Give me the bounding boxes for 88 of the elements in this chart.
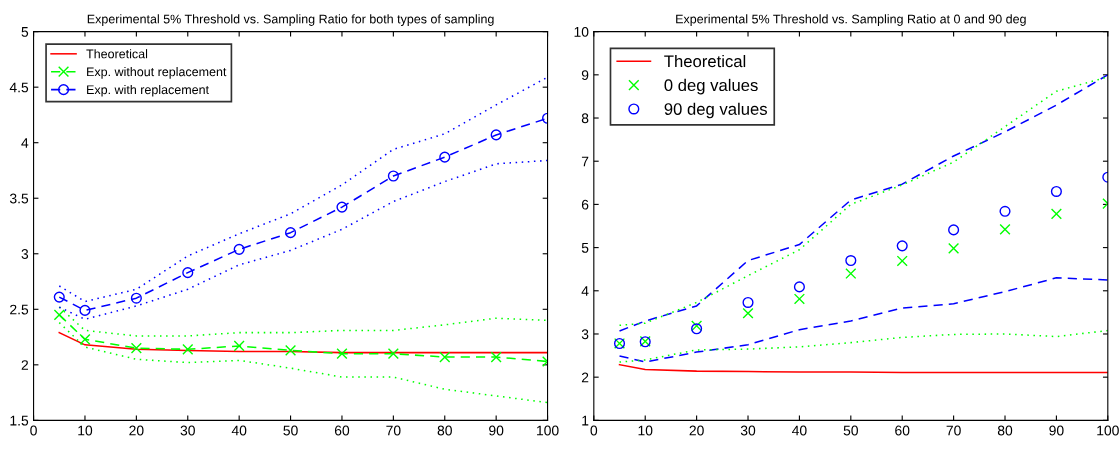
x-tick-label: 100 <box>537 425 559 436</box>
y-tick-label: 7 <box>581 156 589 167</box>
point <box>79 333 91 345</box>
point <box>53 291 65 303</box>
x-tick-label: 40 <box>231 425 247 436</box>
x-tick-label: 10 <box>78 425 93 436</box>
x-tick-label: 10 <box>638 425 653 436</box>
point <box>845 254 857 267</box>
y-tick-label: 9 <box>581 70 589 80</box>
point <box>845 267 857 280</box>
x-tick-label: 0 <box>30 425 37 436</box>
point <box>79 304 91 316</box>
line-series <box>58 331 548 354</box>
line-series <box>618 329 1108 363</box>
y-tick-label: 3 <box>21 249 29 259</box>
point <box>285 344 297 356</box>
point <box>793 281 805 293</box>
x-tick-label: 90 <box>1049 425 1064 436</box>
legend-label: Theoretical <box>86 49 148 59</box>
y-tick-label: 6 <box>581 199 589 210</box>
legend-label: Exp. with replacement <box>87 84 209 97</box>
line-series <box>58 159 548 321</box>
point <box>182 267 194 279</box>
chart-title: Experimental 5% Threshold vs. Sampling Ratio for both types of sampling <box>87 14 494 26</box>
legend-label: 90 deg values <box>664 102 767 119</box>
x-tick-label: 90 <box>489 425 504 436</box>
y-tick-label: 4 <box>21 138 29 148</box>
x-tick-label: 100 <box>1097 425 1119 436</box>
line-series <box>618 277 1108 363</box>
point <box>1050 185 1062 198</box>
y-tick-label: 4 <box>581 286 589 296</box>
x-tick-label: 20 <box>129 425 144 436</box>
y-tick-label: 3 <box>581 329 589 340</box>
legend-label: Theoretical <box>664 54 746 68</box>
line-series <box>618 363 1108 374</box>
point <box>896 255 908 267</box>
point <box>130 292 142 304</box>
point <box>336 348 348 360</box>
x-tick-label: 40 <box>792 425 807 436</box>
x-tick-label: 30 <box>740 425 756 436</box>
y-tick-label: 2.5 <box>10 304 29 315</box>
y-tick-label: 1 <box>582 415 589 426</box>
x-tick-label: 80 <box>997 425 1013 436</box>
x-tick-label: 60 <box>334 425 350 436</box>
point <box>233 243 245 255</box>
point <box>896 240 908 252</box>
legend-label: Exp. without replacement <box>87 67 227 79</box>
point <box>233 340 245 352</box>
point <box>182 343 194 355</box>
point <box>130 342 142 354</box>
x-tick-label: 80 <box>437 425 452 436</box>
x-tick-label: 50 <box>283 425 298 436</box>
y-tick-label: 8 <box>581 113 589 124</box>
point <box>999 223 1011 236</box>
line-series <box>58 321 548 404</box>
point <box>439 151 451 163</box>
y-tick-label: 5 <box>21 27 29 37</box>
y-tick-label: 1.5 <box>10 415 29 426</box>
x-tick-label: 70 <box>946 425 961 436</box>
point <box>948 224 960 236</box>
y-tick-label: 5 <box>581 243 589 253</box>
y-tick-label: 10 <box>574 26 589 37</box>
point <box>999 205 1011 217</box>
point <box>439 351 451 363</box>
point <box>948 242 960 255</box>
x-tick-label: 20 <box>689 425 704 436</box>
point <box>387 170 399 182</box>
x-tick-label: 50 <box>843 425 858 436</box>
point <box>742 307 754 319</box>
point <box>387 348 399 360</box>
y-tick-label: 3.5 <box>9 193 29 204</box>
point <box>285 227 297 239</box>
legend-label: 0 deg values <box>664 78 758 95</box>
y-tick-label: 2 <box>581 372 589 383</box>
chart-title: Experimental 5% Threshold vs. Sampling Ratio at 0 and 90 deg <box>676 14 1026 26</box>
point <box>1050 208 1062 220</box>
y-tick-label: 4.5 <box>9 82 29 93</box>
point <box>490 129 502 141</box>
point <box>793 293 805 305</box>
point <box>336 201 348 213</box>
x-tick-label: 30 <box>180 425 195 436</box>
x-tick-label: 0 <box>590 425 598 436</box>
point <box>53 309 65 321</box>
x-tick-label: 60 <box>895 425 910 436</box>
point <box>742 296 754 309</box>
point <box>490 351 502 363</box>
x-tick-label: 70 <box>386 425 401 436</box>
y-tick-label: 2 <box>21 360 29 370</box>
